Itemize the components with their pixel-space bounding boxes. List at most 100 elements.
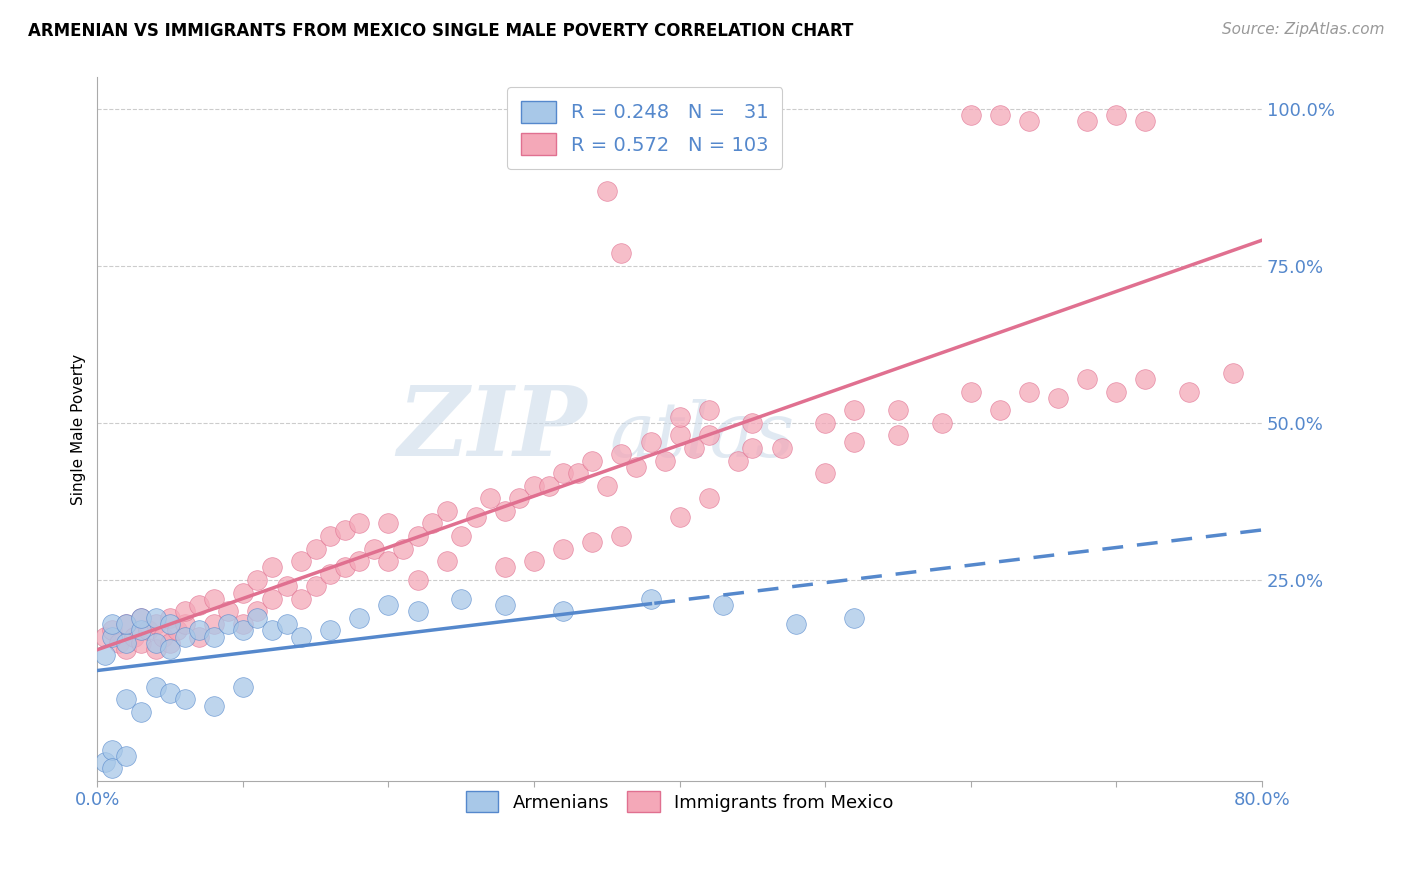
Point — [122, 630, 145, 644]
Point — [349, 516, 371, 531]
Point — [770, 441, 793, 455]
Point — [931, 416, 953, 430]
Point — [276, 579, 298, 593]
Point — [319, 529, 342, 543]
Point — [406, 573, 429, 587]
Point — [145, 636, 167, 650]
Point — [246, 573, 269, 587]
Point — [596, 184, 619, 198]
Point — [1018, 114, 1040, 128]
Point — [537, 479, 560, 493]
Point — [596, 479, 619, 493]
Point — [152, 630, 174, 644]
Point — [188, 624, 211, 638]
Point — [523, 479, 546, 493]
Point — [363, 541, 385, 556]
Point — [581, 535, 603, 549]
Point — [844, 434, 866, 449]
Point — [1018, 384, 1040, 399]
Point — [115, 616, 138, 631]
Point — [683, 441, 706, 455]
Point — [260, 591, 283, 606]
Point — [988, 108, 1011, 122]
Text: ARMENIAN VS IMMIGRANTS FROM MEXICO SINGLE MALE POVERTY CORRELATION CHART: ARMENIAN VS IMMIGRANTS FROM MEXICO SINGL… — [28, 22, 853, 40]
Point — [93, 630, 115, 644]
Point — [305, 541, 328, 556]
Point — [319, 566, 342, 581]
Point — [129, 610, 152, 624]
Point — [1222, 366, 1244, 380]
Point — [697, 428, 720, 442]
Point — [581, 453, 603, 467]
Point — [406, 529, 429, 543]
Point — [844, 403, 866, 417]
Point — [349, 554, 371, 568]
Point — [553, 541, 575, 556]
Point — [1076, 372, 1098, 386]
Point — [1135, 114, 1157, 128]
Point — [610, 529, 633, 543]
Point — [479, 491, 502, 506]
Point — [188, 598, 211, 612]
Point — [217, 616, 239, 631]
Point — [392, 541, 415, 556]
Point — [145, 680, 167, 694]
Point — [959, 108, 981, 122]
Point — [305, 579, 328, 593]
Point — [844, 610, 866, 624]
Point — [508, 491, 530, 506]
Point — [115, 616, 138, 631]
Point — [741, 441, 763, 455]
Point — [159, 636, 181, 650]
Point — [494, 560, 516, 574]
Point — [101, 761, 124, 775]
Point — [202, 698, 225, 713]
Point — [420, 516, 443, 531]
Point — [711, 598, 734, 612]
Point — [450, 529, 472, 543]
Y-axis label: Single Male Poverty: Single Male Poverty — [72, 353, 86, 505]
Point — [260, 560, 283, 574]
Point — [640, 434, 662, 449]
Text: atlas: atlas — [610, 400, 796, 474]
Point — [101, 616, 124, 631]
Point — [887, 428, 910, 442]
Point — [377, 516, 399, 531]
Point — [450, 591, 472, 606]
Point — [959, 384, 981, 399]
Point — [101, 742, 124, 756]
Point — [567, 466, 589, 480]
Point — [785, 616, 807, 631]
Point — [202, 591, 225, 606]
Point — [101, 630, 124, 644]
Point — [129, 636, 152, 650]
Point — [145, 642, 167, 657]
Point — [159, 686, 181, 700]
Point — [668, 428, 690, 442]
Text: ZIP: ZIP — [396, 382, 586, 476]
Point — [727, 453, 749, 467]
Point — [610, 447, 633, 461]
Point — [115, 748, 138, 763]
Point — [349, 610, 371, 624]
Point — [188, 630, 211, 644]
Point — [697, 403, 720, 417]
Point — [553, 466, 575, 480]
Point — [436, 504, 458, 518]
Point — [101, 624, 124, 638]
Point — [129, 610, 152, 624]
Point — [333, 523, 356, 537]
Point — [610, 246, 633, 260]
Point — [202, 630, 225, 644]
Point — [290, 554, 312, 568]
Point — [290, 630, 312, 644]
Point — [232, 616, 254, 631]
Point — [145, 610, 167, 624]
Point — [217, 604, 239, 618]
Point — [1105, 384, 1128, 399]
Point — [129, 624, 152, 638]
Point — [406, 604, 429, 618]
Point — [640, 591, 662, 606]
Point — [668, 510, 690, 524]
Point — [1047, 391, 1070, 405]
